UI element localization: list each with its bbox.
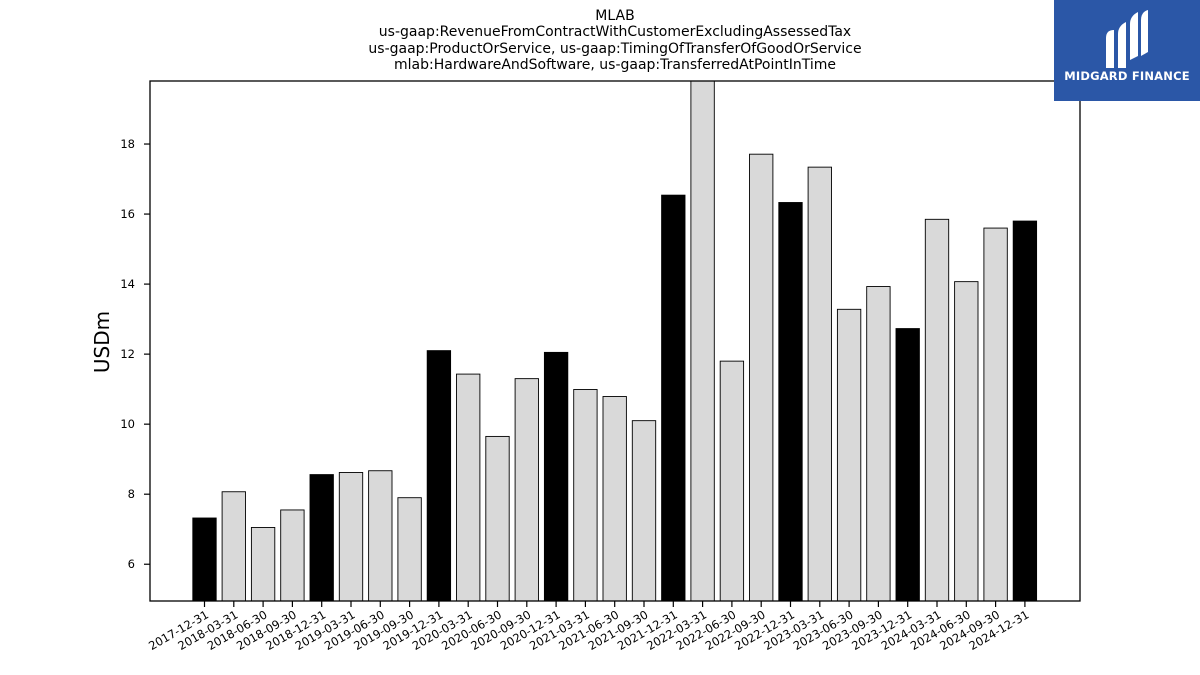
chart-title: MLAB us-gaap:RevenueFromContractWithCust… bbox=[368, 8, 861, 73]
y-tick-label: 14 bbox=[120, 277, 135, 291]
bar-2019-06-30 bbox=[368, 470, 393, 602]
bar-2019-09-30 bbox=[397, 497, 422, 602]
bar-2018-12-31 bbox=[309, 474, 334, 602]
bar-2018-03-31 bbox=[221, 491, 246, 602]
y-tick-label: 18 bbox=[120, 137, 135, 151]
x-axis: 2017-12-312018-03-312018-06-302018-09-30… bbox=[146, 601, 1031, 653]
plot-frame bbox=[149, 80, 1081, 602]
bar-2021-03-31 bbox=[573, 389, 598, 602]
bar-2018-06-30 bbox=[250, 527, 276, 602]
bars-group bbox=[192, 80, 1038, 602]
y-tick-label: 12 bbox=[120, 347, 135, 361]
bar-2019-12-31 bbox=[426, 350, 452, 602]
bar-2024-12-31 bbox=[1012, 220, 1038, 602]
chart-title-line-2: us-gaap:RevenueFromContractWithCustomerE… bbox=[379, 24, 851, 40]
chart-title-line-1: MLAB bbox=[595, 8, 634, 24]
bar-2024-09-30 bbox=[983, 227, 1008, 602]
bar-2023-03-31 bbox=[807, 166, 832, 602]
bar-2023-12-31 bbox=[895, 328, 920, 602]
y-tick-label: 10 bbox=[120, 417, 135, 431]
chart-title-line-3: us-gaap:ProductOrService, us-gaap:Timing… bbox=[368, 41, 861, 57]
y-tick-label: 8 bbox=[128, 487, 135, 501]
bar-2022-06-30 bbox=[719, 360, 745, 602]
midgard-logo-icon bbox=[1106, 10, 1148, 68]
bar-2024-03-31 bbox=[924, 218, 950, 602]
y-tick-label: 16 bbox=[120, 207, 135, 221]
bar-2020-09-30 bbox=[514, 378, 539, 602]
bar-2022-03-31 bbox=[690, 80, 715, 602]
logo-text: MIDGARD FINANCE bbox=[1064, 69, 1190, 83]
bar-2023-06-30 bbox=[836, 308, 862, 602]
y-tick-label: 6 bbox=[128, 557, 135, 571]
bar-2017-12-31 bbox=[192, 517, 217, 602]
bar-2023-09-30 bbox=[866, 286, 891, 602]
chart-title-line-4: mlab:HardwareAndSoftware, us-gaap:Transf… bbox=[394, 57, 836, 73]
bar-2020-03-31 bbox=[456, 373, 481, 602]
bar-2019-03-31 bbox=[338, 472, 364, 602]
bar-2022-09-30 bbox=[749, 153, 774, 602]
bar-2021-12-31 bbox=[661, 194, 686, 602]
bar-2022-12-31 bbox=[778, 202, 803, 602]
y-axis-label: USDm bbox=[90, 311, 114, 373]
y-axis: 6 8 10 12 14 16 18 bbox=[120, 137, 150, 571]
bar-2020-12-31 bbox=[543, 351, 569, 602]
bar-2020-06-30 bbox=[485, 435, 510, 602]
bar-2024-06-30 bbox=[954, 281, 979, 602]
midgard-finance-logo: MIDGARD FINANCE bbox=[1054, 0, 1200, 101]
bar-2018-09-30 bbox=[280, 509, 305, 602]
bar-2021-09-30 bbox=[631, 420, 657, 602]
bar-2021-06-30 bbox=[602, 396, 627, 602]
